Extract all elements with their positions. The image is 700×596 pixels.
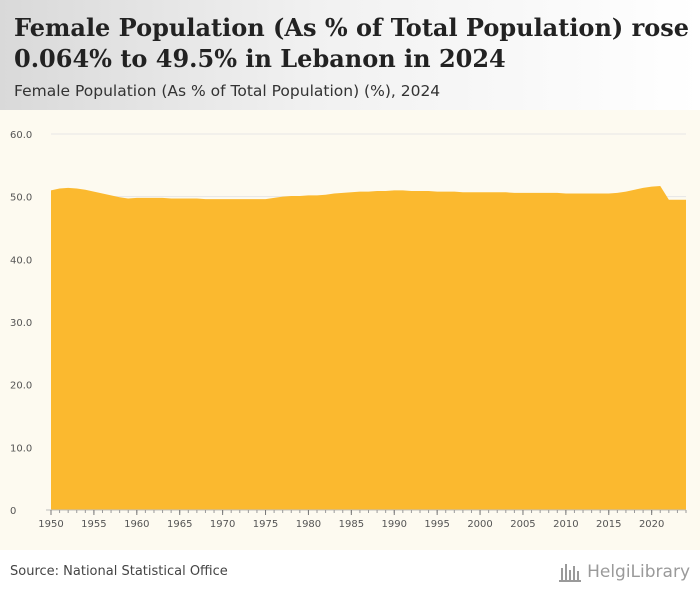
- series-area: [51, 186, 686, 510]
- y-tick-label: 0: [10, 506, 16, 517]
- source-note: Source: National Statistical Office: [10, 564, 228, 579]
- y-tick-label: 60.0: [10, 130, 32, 141]
- header-band: Female Population (As % of Total Populat…: [0, 0, 700, 110]
- y-tick-label: 40.0: [10, 255, 32, 266]
- y-axis-ticks: 0 10.0 20.0 30.0 40.0 50.0 60.0: [10, 130, 32, 517]
- x-tick-label: 2005: [510, 519, 535, 530]
- x-tick-label: 1980: [296, 519, 321, 530]
- x-tick-label: 2015: [596, 519, 621, 530]
- chart-subtitle: Female Population (As % of Total Populat…: [14, 82, 441, 100]
- brand-logo[interactable]: HelgiLibrary: [559, 560, 690, 584]
- x-tick-label: 1975: [253, 519, 278, 530]
- x-tick-label: 1965: [167, 519, 192, 530]
- x-tick-label: 1970: [210, 519, 235, 530]
- x-tick-label: 1985: [339, 519, 364, 530]
- y-tick-label: 30.0: [10, 318, 32, 329]
- x-tick-label: 1955: [81, 519, 106, 530]
- x-tick-label: 2010: [553, 519, 578, 530]
- x-tick-label: 2020: [639, 519, 664, 530]
- area-chart: 010.020.030.040.050.060.0 1950 1955 1960 19…: [10, 130, 687, 530]
- y-tick-label: 20.0: [10, 381, 32, 392]
- x-tick-label: 1990: [382, 519, 407, 530]
- page-title: Female Population (As % of Total Populat…: [14, 13, 690, 73]
- x-tick-label: 1995: [424, 519, 449, 530]
- x-tick-label: 1960: [124, 519, 149, 530]
- x-tick-label: 1950: [38, 519, 63, 530]
- y-tick-label: 10.0: [10, 443, 32, 454]
- brand-name: HelgiLibrary: [587, 562, 690, 582]
- x-tick-label: 2000: [467, 519, 492, 530]
- series-area-fill: [51, 186, 686, 510]
- x-axis-ticks: 1950 1955 1960 1965 1970 1975 1980 1985 1990 1995…: [38, 509, 687, 530]
- library-icon: [559, 564, 582, 582]
- y-tick-label: 50.0: [10, 193, 32, 204]
